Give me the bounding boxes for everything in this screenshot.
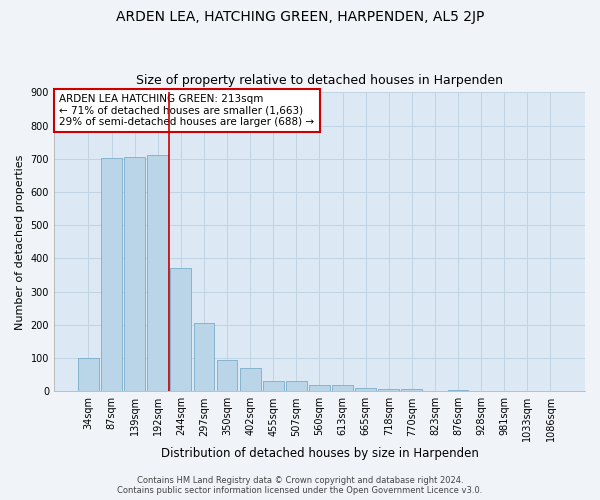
Bar — [448, 390, 469, 392]
Bar — [101, 158, 122, 392]
X-axis label: Distribution of detached houses by size in Harpenden: Distribution of detached houses by size … — [161, 447, 478, 460]
Bar — [309, 384, 330, 392]
Text: Contains HM Land Registry data © Crown copyright and database right 2024.
Contai: Contains HM Land Registry data © Crown c… — [118, 476, 482, 495]
Bar — [240, 368, 260, 392]
Bar — [379, 388, 399, 392]
Bar — [170, 268, 191, 392]
Text: ARDEN LEA, HATCHING GREEN, HARPENDEN, AL5 2JP: ARDEN LEA, HATCHING GREEN, HARPENDEN, AL… — [116, 10, 484, 24]
Bar — [194, 323, 214, 392]
Bar — [263, 382, 284, 392]
Bar — [124, 157, 145, 392]
Text: ARDEN LEA HATCHING GREEN: 213sqm
← 71% of detached houses are smaller (1,663)
29: ARDEN LEA HATCHING GREEN: 213sqm ← 71% o… — [59, 94, 314, 127]
Bar — [332, 384, 353, 392]
Bar — [148, 156, 168, 392]
Bar — [286, 382, 307, 392]
Bar — [355, 388, 376, 392]
Title: Size of property relative to detached houses in Harpenden: Size of property relative to detached ho… — [136, 74, 503, 87]
Bar — [401, 388, 422, 392]
Bar — [78, 358, 99, 392]
Y-axis label: Number of detached properties: Number of detached properties — [15, 154, 25, 330]
Bar — [217, 360, 238, 392]
